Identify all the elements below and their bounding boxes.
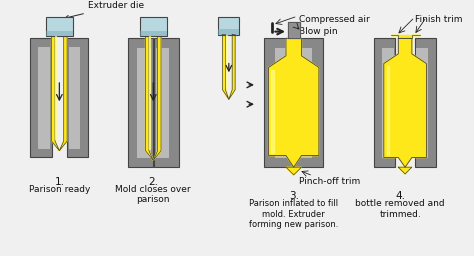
Bar: [415, 38, 436, 167]
Polygon shape: [384, 38, 427, 167]
Polygon shape: [229, 35, 235, 99]
Bar: [296, 48, 312, 157]
Bar: [155, 48, 169, 157]
Polygon shape: [149, 36, 150, 149]
Polygon shape: [59, 36, 67, 151]
Text: Blow pin: Blow pin: [299, 27, 337, 36]
Polygon shape: [153, 36, 161, 161]
Text: bottle removed and
trimmed.: bottle removed and trimmed.: [356, 199, 445, 219]
Polygon shape: [55, 36, 56, 139]
Polygon shape: [288, 22, 300, 38]
Text: Pinch-off trim: Pinch-off trim: [299, 177, 360, 186]
Bar: [154, 38, 179, 167]
Bar: [67, 38, 89, 157]
Text: 4.: 4.: [395, 191, 405, 201]
Text: Parison inflated to fill
mold. Extruder
forming new parison.: Parison inflated to fill mold. Extruder …: [249, 199, 338, 229]
Polygon shape: [387, 67, 389, 155]
Bar: [69, 47, 80, 148]
Text: Compressed air: Compressed air: [299, 15, 369, 24]
Polygon shape: [272, 70, 274, 153]
Bar: [275, 48, 291, 157]
Polygon shape: [222, 35, 229, 99]
Text: Extruder die: Extruder die: [65, 1, 145, 19]
Polygon shape: [52, 36, 59, 151]
Text: 1.: 1.: [55, 177, 64, 187]
Text: Finish trim: Finish trim: [415, 15, 462, 24]
Polygon shape: [226, 35, 227, 88]
Polygon shape: [269, 38, 319, 167]
Bar: [218, 29, 239, 35]
Bar: [128, 38, 153, 167]
Text: 2.: 2.: [148, 177, 158, 187]
Bar: [374, 38, 395, 167]
Bar: [264, 38, 293, 167]
Bar: [382, 48, 394, 157]
Bar: [140, 17, 167, 36]
Text: 3.: 3.: [289, 191, 299, 201]
Bar: [294, 38, 323, 167]
Bar: [46, 31, 73, 36]
Bar: [416, 48, 428, 157]
Text: Parison ready: Parison ready: [28, 185, 90, 194]
Bar: [137, 48, 151, 157]
Bar: [46, 17, 73, 36]
Bar: [218, 17, 239, 35]
Bar: [140, 31, 167, 36]
Bar: [38, 47, 50, 148]
Polygon shape: [391, 36, 419, 38]
Bar: [30, 38, 52, 157]
Text: Mold closes over
parison: Mold closes over parison: [116, 185, 191, 204]
Polygon shape: [398, 167, 412, 174]
Polygon shape: [286, 167, 301, 175]
Polygon shape: [146, 36, 153, 161]
